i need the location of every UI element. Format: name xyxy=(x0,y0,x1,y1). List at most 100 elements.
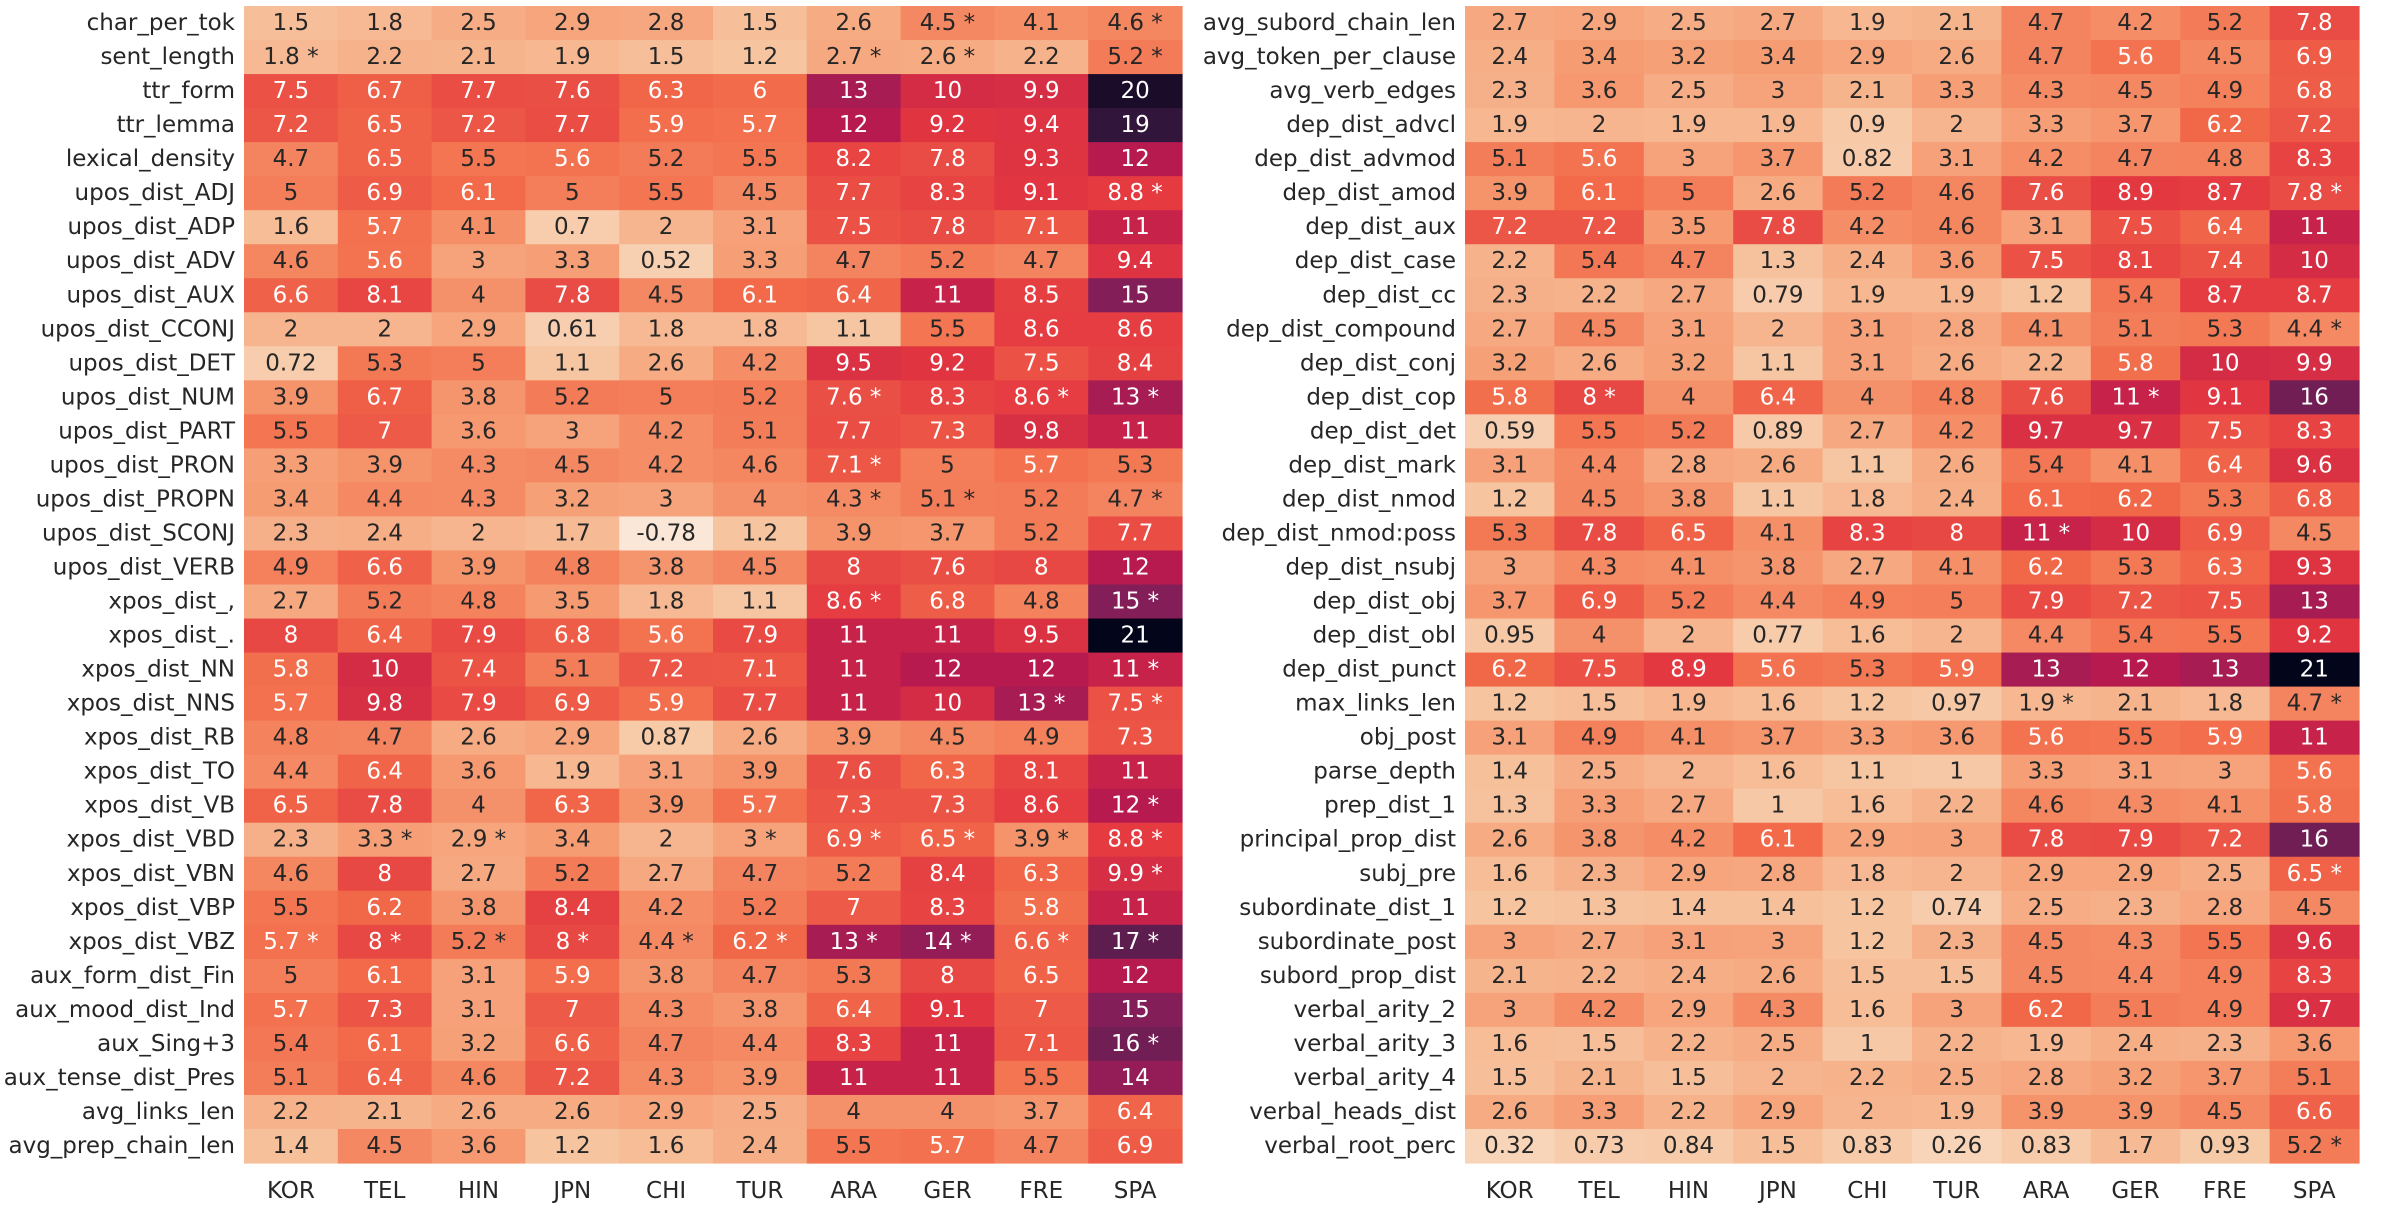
heatmap-cell xyxy=(1643,74,1734,109)
cell-value-label: 5 xyxy=(284,963,299,989)
cell-value-label: 2 xyxy=(1949,861,1964,887)
cell-value-label: 7.2 xyxy=(2117,589,2154,615)
cell-value-label: 2.7 xyxy=(648,861,685,887)
heatmap-cell xyxy=(2001,652,2092,688)
heatmap-cell xyxy=(1822,482,1913,518)
heatmap-cell xyxy=(1912,414,2002,449)
heatmap-cell xyxy=(2001,142,2092,177)
cell-value-label: 2.9 xyxy=(1670,861,1707,887)
heatmap-cell xyxy=(2269,1094,2360,1130)
heatmap-cell xyxy=(994,856,1089,892)
row-label: upos_dist_SCONJ xyxy=(42,520,235,546)
heatmap-cell xyxy=(431,108,526,143)
cell-value-label: 1.2 xyxy=(742,520,779,546)
heatmap-cell xyxy=(2180,550,2271,586)
heatmap-cell xyxy=(1088,1094,1183,1130)
cell-value-label: 7.2 xyxy=(648,657,685,683)
cell-value-label: 1.3 xyxy=(1491,793,1528,819)
heatmap-cell xyxy=(337,448,433,484)
cell-value-label: 2.1 xyxy=(1849,78,1886,104)
heatmap-cell xyxy=(244,822,339,858)
cell-value-label: 1.9 xyxy=(1849,282,1886,308)
cell-value-label: 4.5 xyxy=(554,452,591,478)
heatmap-cell xyxy=(2269,652,2360,688)
heatmap-cell xyxy=(619,618,714,654)
cell-value-label: 5.2 xyxy=(1670,589,1707,615)
heatmap-cell xyxy=(806,958,902,994)
cell-value-label: 1.9 xyxy=(1491,112,1528,138)
heatmap-cell xyxy=(1554,516,1645,552)
row-label: verbal_heads_dist xyxy=(1249,1099,1456,1125)
heatmap-cell xyxy=(713,856,808,892)
cell-value-label: 7.2 xyxy=(273,112,310,138)
cell-value-label: 9.7 xyxy=(2028,418,2065,444)
heatmap-cell xyxy=(244,890,339,926)
heatmap-cell xyxy=(900,108,995,143)
cell-value-label: 2.8 xyxy=(1670,452,1707,478)
heatmap-cell xyxy=(900,74,995,109)
row-label: aux_tense_dist_Pres xyxy=(4,1065,235,1091)
heatmap-cell xyxy=(431,720,526,756)
cell-value-label: 11 xyxy=(2300,214,2329,240)
heatmap-cell xyxy=(1465,210,1555,245)
cell-value-label: 2.4 xyxy=(2117,1031,2154,1057)
heatmap-cell xyxy=(1912,278,2002,313)
cell-value-label: 7.8 xyxy=(929,214,966,240)
heatmap-cell xyxy=(900,278,995,313)
heatmap-cell xyxy=(1733,1094,1824,1130)
cell-value-label: 7 xyxy=(565,997,580,1023)
cell-value-label: 0.84 xyxy=(1663,1133,1714,1159)
cell-value-label: 1 xyxy=(1771,793,1786,819)
heatmap-cell xyxy=(1733,1060,1824,1096)
heatmap-cell xyxy=(994,652,1089,688)
heatmap-cell xyxy=(806,788,902,824)
cell-value-label: 5.7 xyxy=(929,1133,966,1159)
cell-value-label: 6.5 xyxy=(1023,963,1060,989)
heatmap-cell xyxy=(2001,856,2092,892)
cell-value-label: 13 xyxy=(2210,657,2239,683)
cell-value-label: 7.5 xyxy=(2117,214,2154,240)
heatmap-cell xyxy=(2269,754,2360,790)
heatmap-cell xyxy=(2269,210,2360,245)
cell-value-label: 2 xyxy=(659,827,674,853)
heatmap-cell xyxy=(525,652,620,688)
heatmap-cell xyxy=(1912,720,2002,756)
cell-value-label: 9.5 xyxy=(835,350,872,376)
cell-value-label: 1.8 xyxy=(648,316,685,342)
heatmap-cell xyxy=(1733,958,1824,994)
heatmap-cell xyxy=(2269,278,2360,313)
cell-value-label: 7.1 * xyxy=(826,452,881,478)
cell-value-label: 4.7 xyxy=(366,725,403,751)
heatmap-cell xyxy=(2090,788,2181,824)
cell-value-label: 1.6 xyxy=(1849,623,1886,649)
heatmap-cell xyxy=(1088,108,1183,143)
heatmap-cell xyxy=(525,924,620,960)
row-label: dep_dist_mark xyxy=(1288,452,1456,478)
heatmap-cell xyxy=(1465,1094,1555,1130)
cell-value-label: 5.5 xyxy=(1581,418,1618,444)
heatmap-cell xyxy=(2180,686,2271,722)
cell-value-label: 4.7 xyxy=(273,146,310,172)
cell-value-label: 5.6 xyxy=(554,146,591,172)
heatmap-cell xyxy=(2090,856,2181,892)
heatmap-cell xyxy=(1465,40,1555,75)
cell-value-label: 2.5 xyxy=(2207,861,2244,887)
cell-value-label: 5.2 xyxy=(929,248,966,274)
heatmap-cell xyxy=(2001,924,2092,960)
heatmap-cell xyxy=(1912,40,2002,75)
heatmap-cell xyxy=(1643,618,1734,654)
row-label: verbal_arity_4 xyxy=(1293,1065,1456,1091)
cell-value-label: 6.1 xyxy=(460,180,497,206)
cell-value-label: 8.3 xyxy=(2296,146,2333,172)
cell-value-label: 5 xyxy=(940,452,955,478)
heatmap-cell xyxy=(2180,618,2271,654)
column-label: TEL xyxy=(1577,1178,1620,1204)
cell-value-label: 0.61 xyxy=(547,316,598,342)
heatmap-cell xyxy=(1912,924,2002,960)
heatmap-cell xyxy=(244,788,339,824)
heatmap-cell xyxy=(1822,958,1913,994)
cell-value-label: 7.8 xyxy=(929,146,966,172)
cell-value-label: 2.5 xyxy=(1760,1031,1797,1057)
column-label: CHI xyxy=(646,1178,686,1204)
cell-value-label: 1.5 xyxy=(1491,1065,1528,1091)
